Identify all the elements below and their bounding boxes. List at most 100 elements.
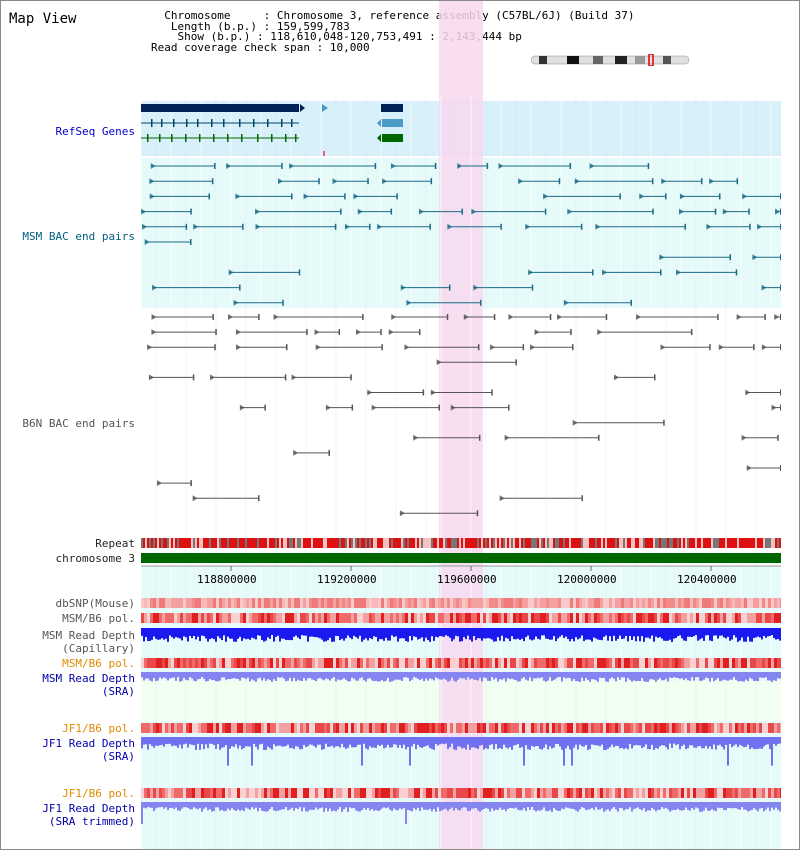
- depth-bar: [535, 737, 537, 747]
- gene-block[interactable]: [382, 119, 403, 127]
- track-label-chromosome[interactable]: chromosome 3: [55, 552, 135, 565]
- ideogram-band: [539, 56, 547, 64]
- repeat-bar: [657, 538, 659, 548]
- depth-bar: [697, 628, 699, 641]
- heatmap-cell: [381, 788, 384, 798]
- track-label-dbsnp[interactable]: dbSNP(Mouse): [55, 597, 135, 610]
- msm-pair-end-tick: [448, 284, 451, 291]
- depth-bar: [501, 737, 503, 749]
- heatmap-cell: [510, 598, 513, 608]
- heatmap-tracks[interactable]: [141, 598, 783, 798]
- track-label-jf1-read-trimmed[interactable]: JF1 Read Depth (SRA trimmed): [42, 802, 135, 828]
- depth-bar: [327, 628, 329, 641]
- track-label-b6n-bac[interactable]: B6N BAC end pairs: [22, 417, 135, 430]
- depth-bar: [471, 802, 473, 809]
- depth-bar: [513, 737, 515, 746]
- track-label-jf1-read-sra[interactable]: JF1 Read Depth (SRA): [42, 737, 135, 763]
- depth-bar: [371, 672, 373, 681]
- heatmap-cell: [762, 613, 765, 623]
- chromosome-bar[interactable]: [141, 553, 781, 563]
- msm-bac-pairs-track[interactable]: [141, 163, 782, 306]
- depth-bar: [269, 737, 271, 749]
- b6n-pair-end-icon: [736, 314, 742, 320]
- depth-bar: [677, 672, 679, 678]
- repeat-bar: [195, 538, 197, 548]
- heatmap-cell: [354, 723, 357, 733]
- repeat-bar: [235, 538, 237, 548]
- depth-bar: [773, 672, 775, 681]
- heatmap-cell: [471, 613, 474, 623]
- depth-bar: [277, 737, 279, 746]
- track-label-jf1-b6-pol-2[interactable]: JF1/B6 pol.: [62, 787, 135, 800]
- track-label-msm-b6-pol-sra[interactable]: MSM/B6 pol.: [62, 657, 135, 670]
- depth-bar: [211, 802, 213, 812]
- depth-bar: [289, 737, 291, 749]
- depth-bar: [439, 802, 441, 812]
- msm-pair-end-icon: [473, 284, 479, 291]
- depth-bar: [229, 737, 231, 749]
- heatmap-cell: [615, 598, 618, 608]
- track-label-repeat[interactable]: Repeat: [95, 537, 135, 550]
- depth-bar: [435, 737, 437, 745]
- depth-bar: [165, 628, 167, 639]
- heatmap-cell: [555, 788, 558, 798]
- heatmap-cell: [279, 598, 282, 608]
- depth-bar: [553, 802, 555, 808]
- highlight-region[interactable]: [439, 1, 483, 849]
- heatmap-cell: [507, 723, 510, 733]
- repeat-track[interactable]: [141, 538, 781, 548]
- depth-bar: [383, 802, 385, 808]
- repeat-bar: [243, 538, 245, 548]
- depth-bar: [539, 672, 541, 679]
- gene-block[interactable]: [382, 134, 403, 142]
- heatmap-cell: [282, 598, 285, 608]
- repeat-bar: [247, 538, 249, 548]
- heatmap-cell: [588, 658, 591, 668]
- depth-bar: [257, 628, 259, 636]
- chromosome-ideogram[interactable]: [531, 54, 691, 66]
- heatmap-cell: [243, 598, 246, 608]
- depth-bar: [619, 628, 621, 636]
- gene-block[interactable]: [381, 104, 403, 112]
- msm-pair-end-tick: [651, 178, 654, 185]
- depth-bar: [375, 672, 377, 681]
- heatmap-cell: [555, 658, 558, 668]
- heatmap-cell: [273, 788, 276, 798]
- heatmap-cell: [246, 788, 249, 798]
- track-label-msm-read-capillary[interactable]: MSM Read Depth (Capillary): [42, 629, 135, 655]
- track-label-msm-b6-pol[interactable]: MSM/B6 pol.: [62, 612, 135, 625]
- heatmap-cell: [357, 613, 360, 623]
- depth-tracks[interactable]: [141, 628, 781, 824]
- heatmap-cell: [426, 613, 429, 623]
- refseq-genes-track[interactable]: [141, 104, 403, 156]
- depth-bar: [705, 737, 707, 746]
- heatmap-cell: [162, 613, 165, 623]
- heatmap-cell: [447, 723, 450, 733]
- repeat-bar: [141, 538, 143, 548]
- depth-bar: [189, 802, 191, 810]
- depth-bar: [287, 802, 289, 811]
- heatmap-cell: [543, 723, 546, 733]
- depth-bar: [683, 802, 685, 811]
- depth-bar: [221, 672, 223, 678]
- depth-bar: [255, 737, 257, 747]
- track-label-refseq[interactable]: RefSeq Genes: [55, 125, 135, 138]
- depth-bar: [203, 672, 205, 679]
- heatmap-cell: [411, 613, 414, 623]
- b6n-bac-pairs-track[interactable]: [147, 314, 782, 517]
- repeat-bar: [473, 538, 475, 548]
- depth-bar: [567, 628, 569, 639]
- depth-bar: [141, 802, 143, 824]
- b6n-pair-end-tick: [477, 344, 480, 351]
- gene-block[interactable]: [141, 104, 299, 112]
- depth-bar: [475, 737, 477, 749]
- heatmap-cell: [165, 723, 168, 733]
- depth-bar: [397, 802, 399, 811]
- track-label-msm-read-sra[interactable]: MSM Read Depth (SRA): [42, 672, 135, 698]
- depth-bar: [359, 802, 361, 812]
- heatmap-cell: [657, 788, 660, 798]
- track-label-msm-bac[interactable]: MSM BAC end pairs: [22, 230, 135, 243]
- repeat-bar: [753, 538, 755, 548]
- track-label-jf1-b6-pol[interactable]: JF1/B6 pol.: [62, 722, 135, 735]
